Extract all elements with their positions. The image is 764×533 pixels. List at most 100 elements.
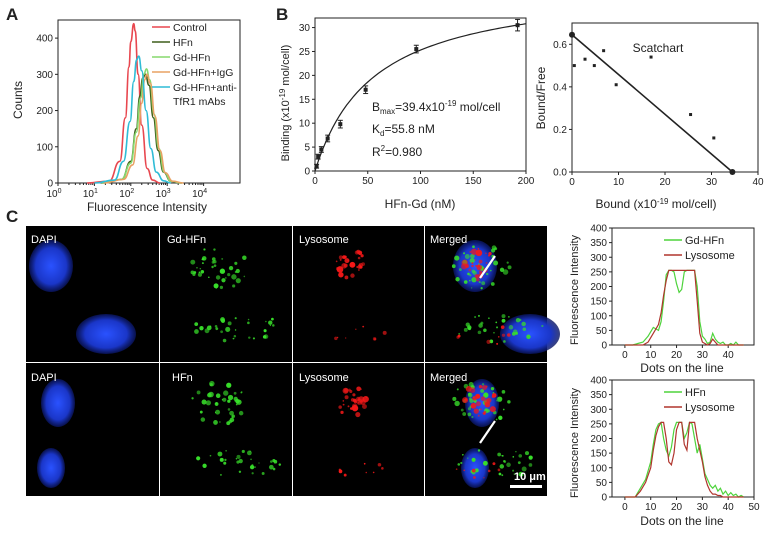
fluorescence-dot: [190, 259, 196, 265]
fluorescence-dot: [227, 273, 231, 277]
fluorescence-dot: [497, 396, 503, 402]
binding-ytick-label: 15: [299, 95, 311, 106]
r2-annotation: R2=0.980: [372, 144, 422, 159]
fluorescence-dot: [220, 318, 226, 323]
fluorescence-dot: [268, 464, 274, 470]
fluorescence-dot: [200, 270, 205, 274]
fluorescence-dot: [238, 458, 243, 464]
scatchard-xtick-label: 0: [569, 177, 575, 188]
profile-top-ylabel: Fluorescence Intensity: [569, 234, 581, 345]
fluorescence-dot: [497, 336, 500, 338]
scatchard-ytick-label: 0.0: [553, 168, 567, 179]
fluorescence-dot: [483, 328, 487, 333]
profile-xtick-label: 10: [645, 350, 657, 361]
fluorescence-dot: [481, 281, 486, 286]
fluorescence-dot: [377, 463, 382, 467]
fluorescence-dot: [490, 282, 495, 286]
fluorescence-dot: [458, 332, 461, 335]
profile-ytick-label: 200: [590, 434, 607, 445]
fluorescence-dot: [221, 399, 224, 401]
tile-label-top-dapi: DAPI: [31, 234, 57, 246]
fluorescence-dot: [470, 402, 477, 409]
fluorescence-dot: [463, 469, 466, 472]
fluorescence-dot: [497, 452, 502, 457]
fluorescence-dot: [233, 334, 237, 338]
fluorescence-dot: [355, 328, 357, 330]
profile-ytick-label: 250: [590, 267, 607, 278]
profile-legend-label: Lysosome: [685, 402, 735, 414]
fluorescence-dot: [238, 470, 242, 473]
fluorescence-dot: [271, 317, 274, 321]
fluorescence-dot: [463, 280, 468, 284]
fluorescence-dot: [452, 396, 457, 402]
fluorescence-dot: [502, 269, 509, 275]
fluorescence-dot: [357, 256, 361, 260]
profile-ytick-label: 200: [590, 282, 607, 293]
profile-xtick-label: 40: [723, 350, 735, 361]
fluorescence-dot: [480, 389, 485, 393]
fluorescence-dot: [202, 463, 207, 468]
fluorescence-dot: [240, 391, 243, 394]
fluorescence-dot: [462, 412, 467, 416]
fluorescence-dot: [475, 277, 480, 282]
nucleus: [37, 448, 65, 488]
scatchard-point: [649, 55, 653, 59]
fluorescence-dot: [211, 260, 215, 264]
histogram-legend-label: Control: [173, 22, 207, 34]
fluorescence-dot: [201, 262, 204, 265]
fluorescence-dot: [502, 408, 505, 411]
fluorescence-dot: [234, 261, 238, 265]
fluorescence-dot: [239, 400, 241, 402]
fluorescence-dot: [251, 472, 254, 475]
fluorescence-dot: [228, 265, 234, 271]
fluorescence-dot: [485, 262, 488, 264]
fluorescence-dot: [215, 393, 221, 399]
fluorescence-dot: [235, 458, 238, 460]
fluorescence-dot: [477, 330, 482, 335]
binding-ytick-label: 25: [299, 47, 311, 58]
binding-marks: [314, 18, 527, 172]
fluorescence-dot: [209, 454, 212, 457]
fluorescence-dot: [522, 327, 527, 332]
profile-ytick-label: 50: [596, 478, 608, 489]
fluorescence-dot: [226, 382, 232, 388]
fluorescence-dot: [507, 265, 512, 270]
fluorescence-dot: [224, 458, 227, 462]
fluorescence-dot: [222, 338, 227, 343]
fluorescence-dot: [481, 385, 487, 391]
fluorescence-dot: [242, 255, 247, 260]
fluorescence-dot: [503, 460, 506, 463]
fluorescence-dot: [238, 410, 244, 416]
scatchard-ytick-label: 0.6: [553, 40, 567, 51]
fluorescence-dot: [365, 396, 368, 399]
histogram-series: [87, 22, 184, 184]
fluorescence-dot: [199, 410, 203, 414]
fluorescence-dot: [213, 420, 218, 425]
binding-ytick-label: 5: [304, 143, 310, 154]
binding-xtick-label: 150: [465, 176, 482, 187]
fluorescence-dot: [524, 451, 530, 456]
histogram-xtick-exponent: 1: [94, 188, 98, 195]
fluorescence-dot: [462, 397, 469, 404]
fluorescence-dot: [355, 411, 361, 418]
fluorescence-dot: [490, 386, 495, 391]
fluorescence-dot: [211, 257, 216, 261]
fluorescence-dot: [501, 454, 503, 457]
histogram-legend-label: Gd-HFn+IgG: [173, 67, 233, 79]
histogram-legend-label: TfR1 mAbs: [173, 96, 226, 108]
profile-xtick-label: 50: [748, 502, 760, 513]
fluorescence-dot: [198, 271, 201, 274]
fluorescence-dot: [349, 261, 356, 268]
profile-series-line: [624, 269, 744, 346]
fluorescence-dot: [215, 327, 219, 331]
fluorescence-dot: [350, 273, 355, 278]
fluorescence-dot: [234, 317, 237, 320]
fluorescence-dot: [382, 330, 387, 335]
histogram-xtick-label: 101: [83, 188, 98, 200]
fluorescence-dot: [467, 272, 470, 276]
binding-ytick-label: 20: [299, 71, 311, 82]
fluorescence-dot: [501, 474, 504, 477]
fluorescence-dot: [362, 404, 367, 410]
